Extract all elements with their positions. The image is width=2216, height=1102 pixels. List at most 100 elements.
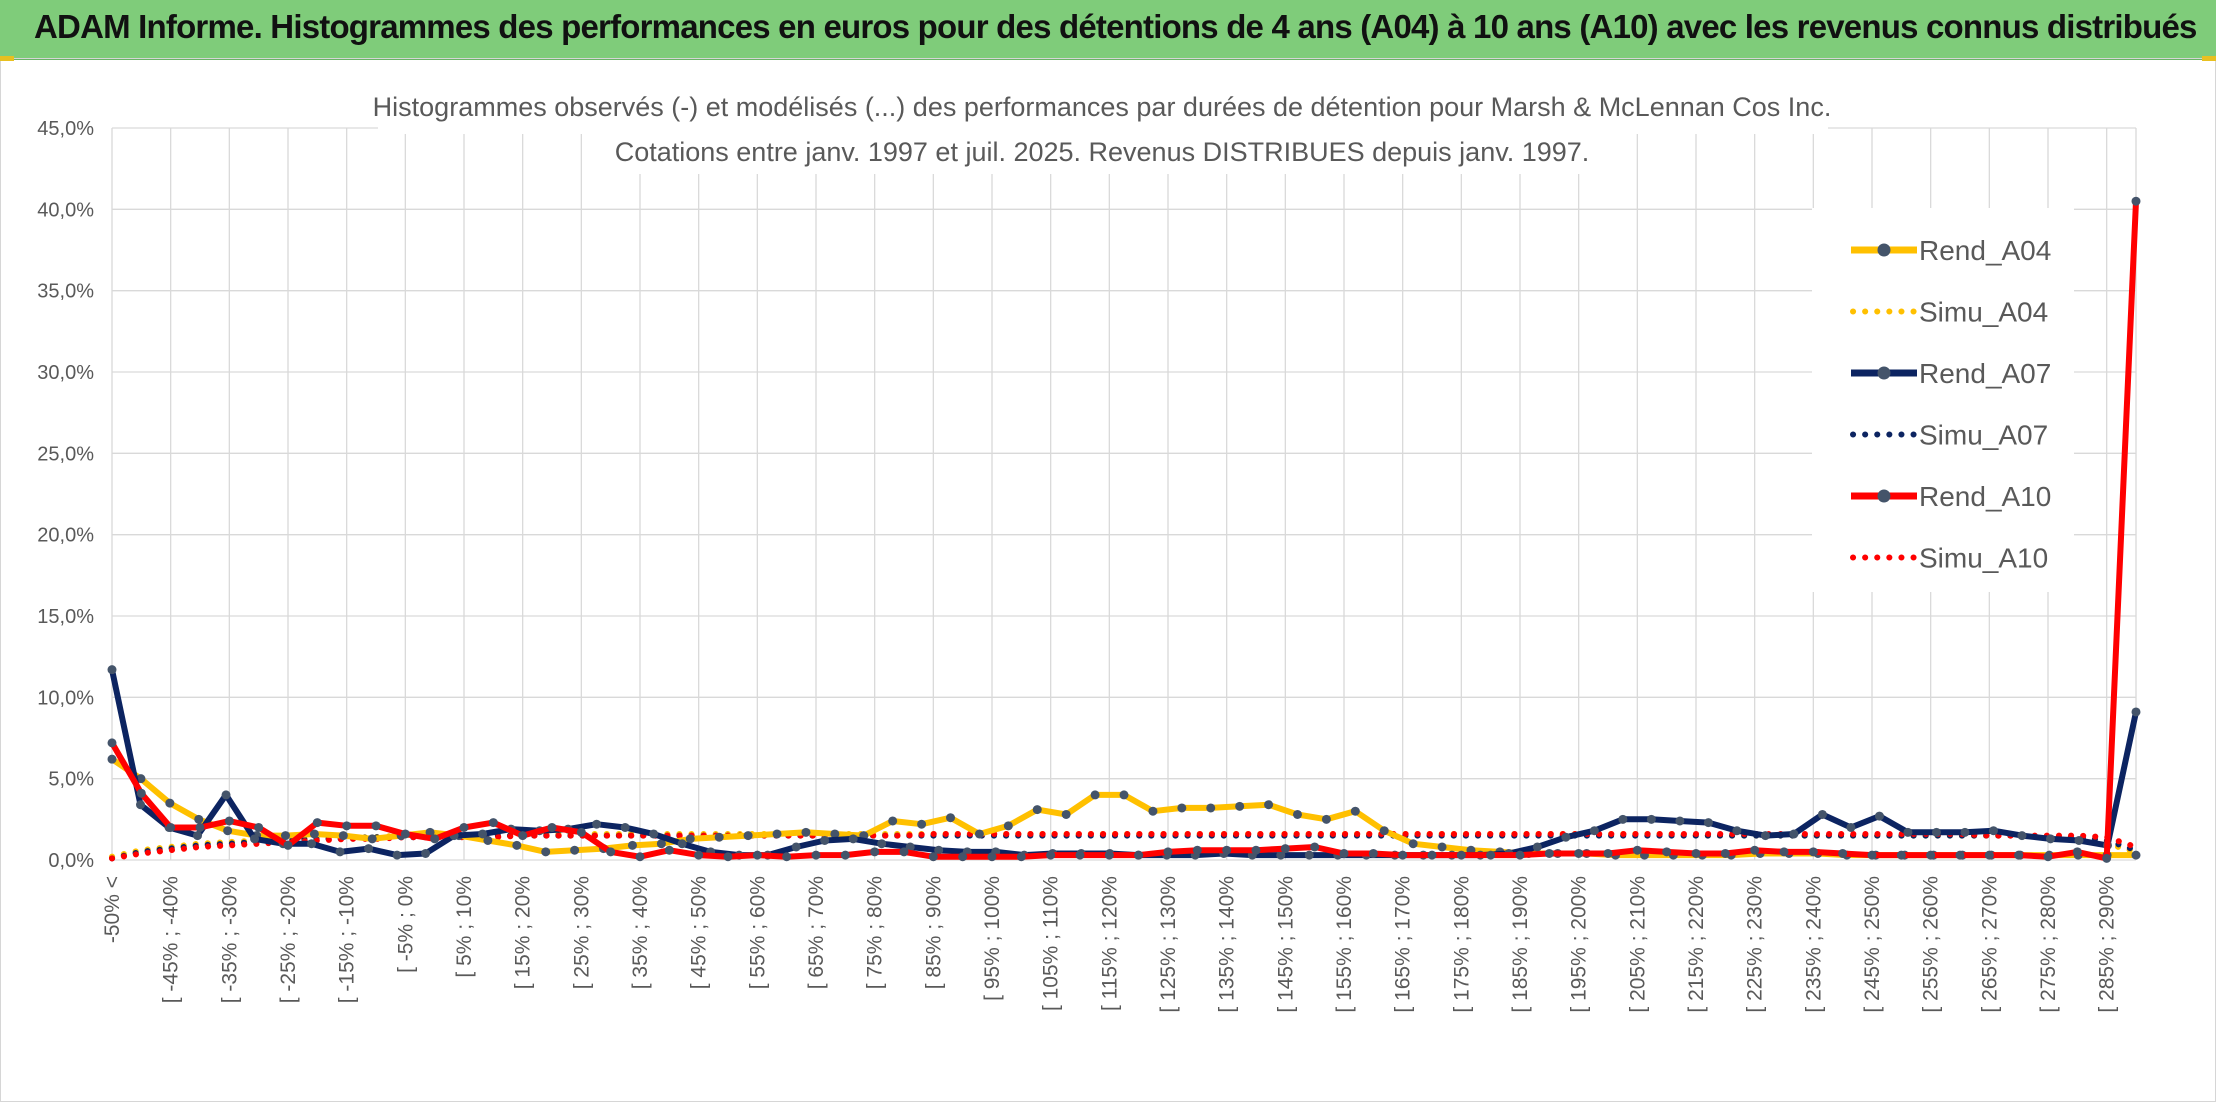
legend-label: Simu_A04 xyxy=(1919,297,2048,328)
data-point xyxy=(877,839,887,849)
data-point xyxy=(400,829,410,839)
data-point xyxy=(1016,852,1026,862)
data-point xyxy=(1960,827,1970,837)
series-Rend_A10 xyxy=(107,196,2141,863)
data-point xyxy=(1163,847,1173,857)
x-tick-label: [ 55% ; 60% xyxy=(746,876,769,989)
data-point xyxy=(1046,850,1056,860)
report-banner: ADAM Informe. Histogrammes des performan… xyxy=(0,0,2216,60)
x-tick-label: [ 275% ; 280% xyxy=(2037,876,2060,1013)
x-tick-label: -50% < xyxy=(101,876,124,943)
data-point xyxy=(1437,842,1447,852)
x-tick-label: [ 65% ; 70% xyxy=(805,876,828,989)
data-point xyxy=(371,821,381,831)
data-point xyxy=(1148,806,1158,816)
data-point xyxy=(1789,829,1799,839)
data-point xyxy=(1874,811,1884,821)
data-point xyxy=(1251,845,1261,855)
data-point xyxy=(338,831,348,841)
data-point xyxy=(2017,831,2027,841)
data-point xyxy=(1750,845,1760,855)
data-point xyxy=(136,800,146,810)
data-point xyxy=(2131,196,2141,206)
data-point xyxy=(694,850,704,860)
data-point xyxy=(1235,801,1245,811)
data-point xyxy=(677,839,687,849)
data-point xyxy=(1838,848,1848,858)
y-tick-label: 5,0% xyxy=(48,769,94,791)
data-point xyxy=(1427,850,1437,860)
data-point xyxy=(888,816,898,826)
legend-background xyxy=(1812,208,2074,592)
data-point xyxy=(1134,850,1144,860)
x-tick-label: [ 225% ; 230% xyxy=(1744,876,1767,1013)
data-point xyxy=(934,845,944,855)
legend-label: Simu_A10 xyxy=(1919,543,2048,574)
frame-corner-right xyxy=(2202,56,2216,61)
data-point xyxy=(820,835,830,845)
data-point xyxy=(1192,845,1202,855)
data-point xyxy=(224,816,234,826)
data-point xyxy=(430,834,440,844)
data-point xyxy=(1903,827,1913,837)
data-point xyxy=(107,665,117,675)
data-point xyxy=(1408,839,1418,849)
data-point xyxy=(1003,821,1013,831)
x-tick-label: [ 235% ; 240% xyxy=(1802,876,1825,1013)
data-point xyxy=(1264,800,1274,810)
data-point xyxy=(1589,826,1599,836)
x-tick-label: [ -5% ; 0% xyxy=(394,876,417,973)
data-point xyxy=(958,852,968,862)
data-point xyxy=(1846,822,1856,832)
y-tick-label: 20,0% xyxy=(37,525,94,547)
x-tick-label: [ 75% ; 80% xyxy=(864,876,887,989)
data-point xyxy=(136,774,146,784)
data-point xyxy=(974,829,984,839)
data-point xyxy=(483,835,493,845)
y-tick-label: 15,0% xyxy=(37,606,94,628)
x-tick-label: [ 255% ; 260% xyxy=(1920,876,1943,1013)
data-point xyxy=(1703,818,1713,828)
data-point xyxy=(1984,850,1994,860)
data-point xyxy=(367,834,377,844)
legend-marker xyxy=(1877,489,1891,503)
data-point xyxy=(165,798,175,808)
data-point xyxy=(570,845,580,855)
data-point xyxy=(772,829,782,839)
data-point xyxy=(512,840,522,850)
data-point xyxy=(1177,803,1187,813)
x-tick-label: [ 35% ; 40% xyxy=(629,876,652,989)
data-point xyxy=(1222,845,1232,855)
data-point xyxy=(425,827,435,837)
x-tick-label: [ 115% ; 120% xyxy=(1098,876,1121,1011)
data-point xyxy=(1276,850,1286,860)
data-point xyxy=(1206,803,1216,813)
data-point xyxy=(664,845,674,855)
data-point xyxy=(848,834,858,844)
data-point xyxy=(1119,790,1129,800)
x-tick-label: [ 285% ; 290% xyxy=(2096,876,2119,1013)
data-point xyxy=(656,839,666,849)
legend-label: Rend_A04 xyxy=(1919,235,2051,266)
data-point xyxy=(107,738,117,748)
x-tick-label: [ 135% ; 140% xyxy=(1216,876,1239,1013)
x-tick-label: [ 185% ; 190% xyxy=(1509,876,1532,1013)
data-point xyxy=(1926,850,1936,860)
data-point xyxy=(1931,827,1941,837)
data-point xyxy=(221,790,231,800)
frame-corner-left xyxy=(0,56,14,61)
data-point xyxy=(1955,850,1965,860)
legend-label: Rend_A07 xyxy=(1919,358,2051,389)
data-point xyxy=(791,842,801,852)
data-point xyxy=(801,827,811,837)
legend-label: Rend_A10 xyxy=(1919,481,2051,512)
x-tick-label: [ 195% ; 200% xyxy=(1568,876,1591,1013)
x-tick-label: [ -15% ; -10% xyxy=(336,876,359,1003)
x-tick-label: [ 175% ; 180% xyxy=(1450,876,1473,1013)
data-point xyxy=(136,788,146,798)
data-point xyxy=(1618,814,1628,824)
series-line xyxy=(109,756,2139,859)
data-point xyxy=(620,822,630,832)
data-point xyxy=(1456,850,1466,860)
